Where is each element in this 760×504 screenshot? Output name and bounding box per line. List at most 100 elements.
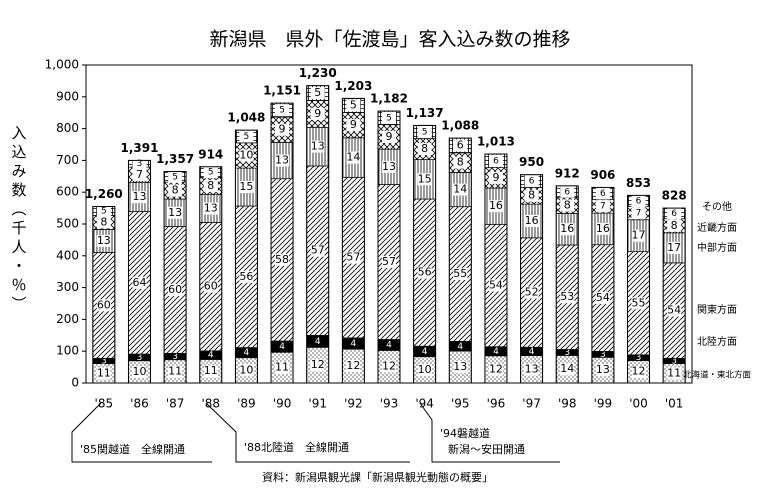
label-bg [132,365,147,378]
segment-label: 4 [208,351,214,361]
segment-label: 8 [421,142,428,155]
segment-label: 13 [97,234,111,247]
segment-label: 5 [314,86,321,99]
segment-label: 56 [418,266,432,279]
label-bg [310,359,325,372]
label-bg [203,166,218,179]
legend-label: 北海道・東北方面 [683,370,752,381]
label-bg [310,140,325,153]
segment-label: 16 [596,222,610,235]
bar-outline [555,185,579,384]
label-bg [382,130,396,143]
x-tick-label: '86 [130,397,149,411]
segment-label: 60 [97,298,111,311]
label-bg [239,149,254,162]
segment-label: 13 [168,206,182,219]
label-bg [488,200,503,213]
annotation: '88北陸道 全線開通 [244,440,349,454]
segment-label: 6 [457,138,464,151]
label-bg [168,283,183,296]
bar-outline [413,124,437,384]
segment-label: 12 [382,360,396,373]
bar-outline [484,153,508,384]
x-tick-label: '85 [95,397,114,411]
label-bg [346,151,361,164]
segment-label: 15 [239,180,253,193]
segment-label: 5 [172,172,178,182]
x-tick-label: '92 [344,397,363,411]
bar-outline [163,171,187,384]
segment-label: 17 [632,229,646,242]
legend-label: 北陸方面 [697,335,737,348]
segment-label: 4 [244,348,250,358]
segment-label: 11 [204,364,218,377]
label-bg [275,123,290,136]
bar-outline [591,186,615,384]
segment-label: 8 [564,199,571,212]
y-tick-label: 900 [56,89,79,103]
segment-label: 13 [311,140,325,153]
label-bg [595,187,610,200]
segment-label: 4 [457,342,463,352]
bar-outline [306,85,330,384]
segment-label: 11 [667,366,681,379]
total-label: 1,137 [406,106,444,120]
total-label: 1,182 [370,92,408,106]
bar-outline [662,207,686,384]
label-bg [560,185,575,198]
label-bg [132,191,147,204]
label-bg [595,200,610,213]
segment-label: 15 [418,172,432,185]
segment-label: 14 [346,151,360,164]
segment-label: 7 [136,168,143,181]
segment-label: 10 [132,365,146,378]
segment-label: 6 [600,189,606,199]
label-bg [453,268,468,281]
segment-label: 9 [350,118,357,131]
label-bg [310,87,325,100]
total-label: 1,151 [263,84,301,98]
segment-label: 8 [528,189,535,202]
segment-label: 9 [386,130,393,143]
segment-label: 8 [172,184,179,197]
y-tick-label: 500 [56,217,79,231]
segment-label: 9 [314,107,321,120]
segment-label: 6 [564,187,570,197]
label-bg [168,206,183,219]
label-bg [524,189,539,202]
label-bg [488,154,503,167]
segment-label: 60 [168,283,182,296]
label-bg [382,360,396,373]
label-bg [453,139,468,152]
segment-label: 3 [101,356,107,366]
label-bg [595,222,610,235]
segment-label: 13 [275,154,289,167]
y-axis-label: 入込み数（千人・％） [10,125,28,315]
legend-label: 近畿方面 [697,221,737,234]
label-bg [96,216,111,229]
label-bg [560,223,575,236]
segment-label: 3 [636,353,642,363]
segment-label: 11 [97,366,111,379]
segment-label: 14 [560,362,574,375]
segment-label: 12 [632,365,646,378]
total-label: 912 [555,166,580,180]
segment-label: 12 [489,362,503,375]
x-tick-label: '01 [665,397,684,411]
segment-label: 14 [453,183,467,196]
segment-label: 10 [418,363,432,376]
label-bg [132,276,147,289]
segment-label: 8 [207,179,214,192]
label-bg [203,180,218,193]
bar-outline [448,137,472,384]
segment-label: 13 [596,363,610,376]
label-bg [667,304,682,317]
segment-label: 13 [204,202,218,215]
label-bg [524,286,539,299]
segment-label: 5 [422,127,428,137]
segment-label: 3 [137,353,143,363]
label-bg [560,363,575,376]
label-bg [168,365,183,378]
label-bg [524,175,539,188]
